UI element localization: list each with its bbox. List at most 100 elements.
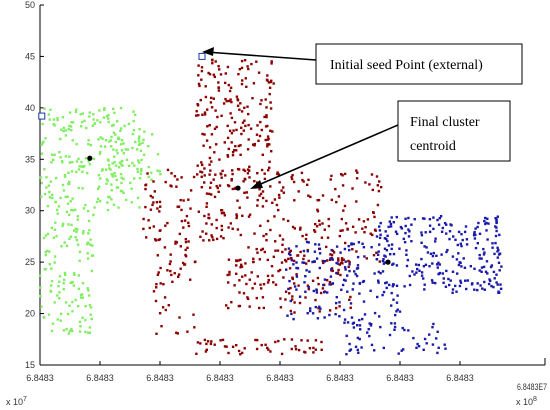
scatter-point [476, 225, 479, 229]
scatter-point [295, 245, 298, 248]
scatter-point [288, 267, 292, 270]
scatter-point [197, 82, 201, 86]
scatter-point [423, 288, 426, 291]
scatter-point [483, 251, 486, 254]
scatter-point [71, 310, 74, 313]
scatter-point [400, 349, 403, 352]
scatter-point [383, 247, 387, 250]
scatter-point [266, 281, 270, 284]
scatter-point [415, 346, 418, 349]
scatter-point [53, 261, 56, 264]
scatter-point [169, 184, 172, 187]
scatter-point [431, 326, 434, 329]
scatter-point [61, 116, 65, 119]
scatter-point [159, 266, 162, 270]
scatter-point [87, 139, 90, 142]
scatter-point [186, 246, 189, 249]
scatter-point [207, 71, 210, 75]
scatter-point [483, 219, 486, 223]
scatter-point [184, 253, 187, 257]
scatter-point [187, 221, 190, 224]
scatter-point [111, 162, 114, 165]
scatter-point [44, 250, 47, 254]
scatter-point [81, 316, 84, 319]
scatter-point [277, 339, 280, 343]
scatter-point [295, 288, 298, 291]
scatter-point [87, 143, 90, 146]
scatter-point [454, 284, 457, 288]
scatter-point [495, 219, 498, 222]
scatter-point [235, 213, 238, 216]
scatter-point [369, 324, 373, 327]
scatter-point [200, 175, 203, 178]
scatter-point [44, 253, 47, 257]
scatter-point [200, 161, 203, 164]
scatter-point [266, 74, 269, 77]
scatter-point [189, 278, 192, 281]
scatter-point [459, 281, 463, 284]
scatter-point [237, 73, 240, 76]
scatter-point [291, 295, 294, 298]
scatter-point [273, 198, 277, 201]
scatter-point [282, 218, 285, 221]
scatter-point [364, 226, 367, 229]
scatter-point [344, 268, 347, 271]
scatter-point [320, 348, 323, 351]
x-tick-label: 6.8483 [326, 373, 354, 383]
scatter-point [81, 296, 84, 299]
scatter-point [40, 152, 44, 155]
scatter-point [71, 139, 74, 142]
scatter-point [281, 243, 284, 246]
scatter-point [291, 298, 294, 301]
scatter-point [65, 328, 68, 331]
scatter-point [346, 227, 349, 231]
scatter-point [99, 151, 102, 154]
scatter-point [215, 226, 218, 230]
scatter-point [120, 139, 124, 142]
scatter-point [151, 196, 154, 199]
scatter-point [199, 235, 202, 238]
scatter-point [268, 86, 272, 89]
scatter-point [246, 296, 249, 299]
scatter-point [384, 230, 387, 233]
scatter-point [423, 337, 427, 341]
scatter-point [173, 175, 177, 178]
scatter-point [231, 172, 234, 176]
scatter-point [164, 180, 167, 184]
scatter-point [492, 285, 495, 289]
scatter-point [343, 266, 347, 269]
scatter-point [302, 249, 306, 253]
scatter-point [218, 158, 221, 161]
scatter-point [255, 133, 259, 136]
scatter-point [91, 244, 94, 247]
scatter-point [293, 227, 296, 230]
scatter-point [138, 128, 141, 131]
scatter-point [378, 315, 381, 318]
scatter-point [267, 278, 270, 282]
scatter-point [231, 187, 234, 191]
scatter-point [133, 177, 136, 180]
scatter-point [269, 107, 273, 110]
scatter-point [404, 217, 407, 220]
scatter-point [253, 180, 256, 183]
scatter-point [474, 246, 478, 250]
scatter-point [85, 126, 88, 130]
scatter-point [276, 171, 279, 174]
scatter-point [180, 219, 184, 223]
scatter-point [259, 224, 262, 227]
scatter-point [306, 312, 309, 315]
scatter-point [399, 225, 403, 229]
scatter-point [213, 151, 216, 154]
scatter-point [116, 151, 119, 155]
scatter-point [87, 160, 90, 163]
scatter-point [102, 116, 105, 119]
scatter-point [93, 206, 96, 209]
scatter-point [487, 282, 491, 286]
centroid-annotation-box [397, 100, 511, 162]
scatter-point [246, 65, 249, 68]
scatter-point [442, 281, 445, 284]
scatter-point [372, 211, 375, 214]
scatter-point [348, 260, 351, 264]
scatter-point [47, 184, 51, 187]
scatter-point [147, 219, 150, 222]
